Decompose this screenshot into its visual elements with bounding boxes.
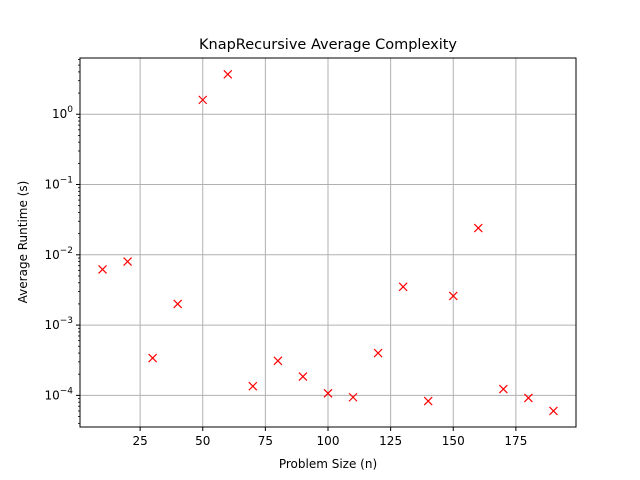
y-axis-label: Average Runtime (s) <box>16 181 30 304</box>
data-point <box>248 381 258 391</box>
data-point <box>549 406 558 416</box>
data-point-stroke <box>173 299 183 309</box>
data-point-stroke <box>448 291 458 301</box>
chart-title: KnapRecursive Average Complexity <box>199 37 457 53</box>
data-point-stroke <box>348 392 358 402</box>
data-point-stroke <box>473 223 483 233</box>
data-point <box>148 353 158 363</box>
data-point-stroke <box>549 406 558 416</box>
plot-frame <box>79 57 577 428</box>
data-point-stroke <box>323 388 333 398</box>
data-point <box>398 282 408 292</box>
data-point-stroke <box>123 257 133 267</box>
data-point <box>123 257 133 267</box>
data-point <box>373 348 383 358</box>
x-tick-label: 150 <box>442 434 465 448</box>
data-point-stroke <box>523 393 533 403</box>
data-point <box>223 69 233 79</box>
data-point-stroke <box>373 348 383 358</box>
data-point <box>323 388 333 398</box>
x-tick-label: 75 <box>258 434 273 448</box>
x-tick-label: 100 <box>317 434 340 448</box>
data-point <box>523 393 533 403</box>
x-tick-label: 175 <box>504 434 527 448</box>
data-point-stroke <box>148 353 158 363</box>
data-point-stroke <box>398 282 408 292</box>
data-point <box>348 392 358 402</box>
data-point-stroke <box>98 264 107 274</box>
data-point-stroke <box>298 372 308 382</box>
data-point <box>423 396 433 406</box>
data-point-stroke <box>248 381 258 391</box>
y-tick-label: 100 <box>52 105 73 121</box>
data-point <box>298 372 308 382</box>
data-point <box>498 384 508 394</box>
data-point-stroke <box>423 396 433 406</box>
y-tick-label: 10−3 <box>44 316 73 332</box>
grid <box>80 58 576 427</box>
y-tick-label: 10−4 <box>44 386 73 402</box>
data-point <box>273 356 283 366</box>
x-tick-label: 50 <box>195 434 210 448</box>
x-tick-label: 25 <box>132 434 147 448</box>
data-point-stroke <box>273 356 283 366</box>
data-point-stroke <box>198 95 208 105</box>
data-points <box>98 69 558 416</box>
data-point <box>473 223 483 233</box>
data-point-stroke <box>223 69 233 79</box>
data-point <box>448 291 458 301</box>
data-point <box>98 264 107 274</box>
data-point-stroke <box>498 384 508 394</box>
data-point <box>198 95 208 105</box>
y-tick-label: 10−1 <box>44 176 73 192</box>
data-point <box>173 299 183 309</box>
axis-ticks: 25 50 75 100 125 150 175 100 10−1 10−2 10−3 10−4 <box>44 59 527 448</box>
x-axis-label: Problem Size (n) <box>279 457 377 471</box>
x-tick-label: 125 <box>379 434 402 448</box>
y-tick-label: 10−2 <box>44 246 73 262</box>
